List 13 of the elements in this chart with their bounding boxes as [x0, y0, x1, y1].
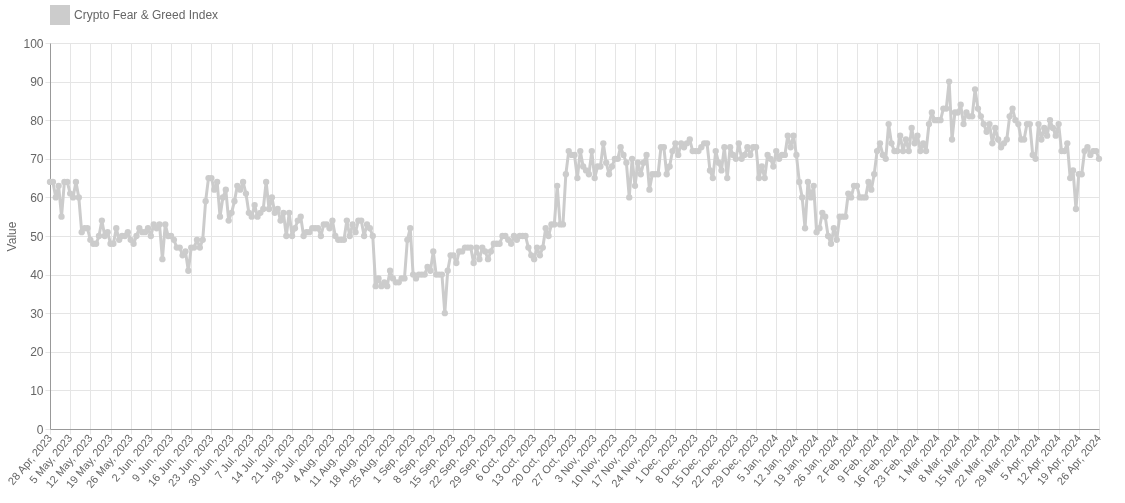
- y-tick-label: 90: [30, 75, 44, 90]
- y-axis-title: Value: [5, 221, 20, 252]
- y-tick-label: 100: [23, 36, 44, 51]
- y-tick-label: 40: [30, 268, 44, 283]
- legend-label: Crypto Fear & Greed Index: [74, 8, 219, 22]
- y-tick-label: 50: [30, 229, 44, 244]
- y-tick-label: 60: [30, 190, 44, 205]
- y-tick-label: 20: [30, 345, 44, 360]
- y-tick-label: 0: [36, 422, 44, 437]
- y-tick-label: 80: [30, 113, 44, 128]
- y-tick-label: 30: [30, 306, 44, 321]
- y-tick-label: 70: [30, 152, 44, 167]
- y-tick-label: 10: [30, 383, 44, 398]
